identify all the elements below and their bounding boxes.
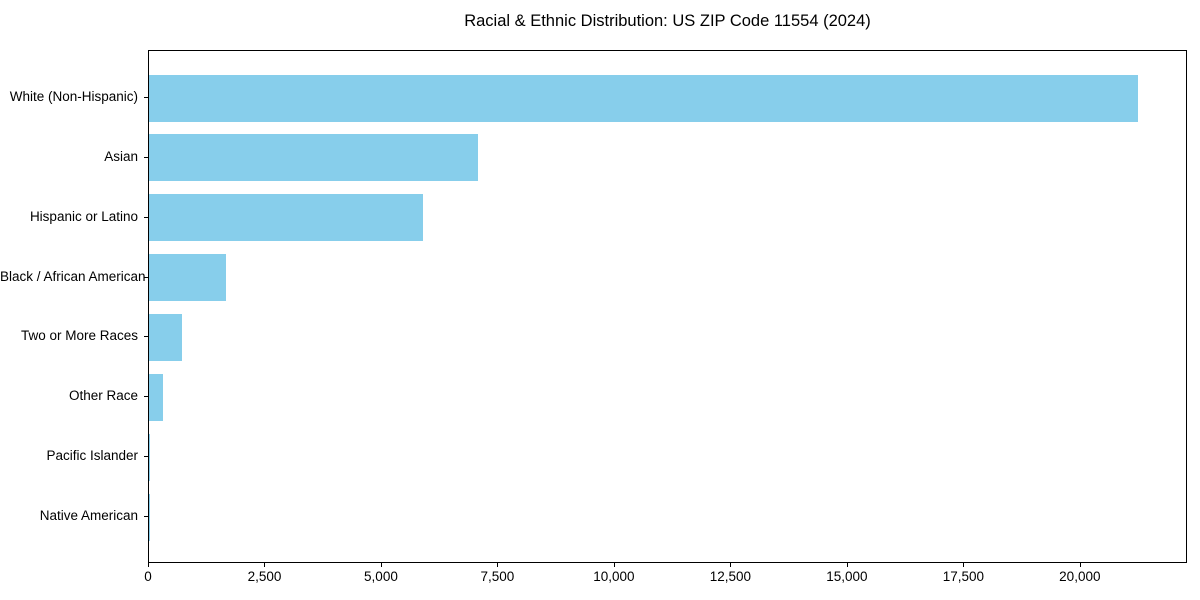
y-tick-mark (144, 97, 148, 98)
x-tick-label: 15,000 (826, 569, 868, 584)
bar (149, 433, 150, 481)
y-tick-label: Hispanic or Latino (29, 208, 138, 224)
y-tick-mark (144, 396, 148, 398)
bar (149, 254, 226, 302)
y-tick-label: Black / African American (0, 268, 146, 284)
y-tick-label: Other Race (68, 388, 138, 404)
x-tick-label: 0 (144, 569, 152, 584)
x-tick-label: 17,500 (942, 569, 984, 584)
x-tick-mark (264, 563, 266, 567)
chart-title: Racial & Ethnic Distribution: US ZIP Cod… (464, 12, 871, 30)
y-tick-mark (144, 276, 148, 278)
bar (149, 493, 150, 541)
x-tick-label: 12,500 (709, 569, 752, 584)
x-tick-mark (963, 563, 965, 567)
y-tick-mark (144, 216, 148, 218)
x-tick-mark (613, 563, 615, 567)
y-tick-label: White (Non-Hispanic) (9, 89, 138, 104)
bar (149, 134, 479, 182)
x-tick-mark (380, 563, 382, 567)
x-tick-label: 7,500 (480, 569, 515, 584)
y-tick-label: Two or More Races (20, 328, 138, 344)
bar (149, 194, 424, 242)
y-tick-mark (144, 336, 148, 338)
x-tick-mark (148, 563, 149, 567)
x-tick-mark (1079, 563, 1081, 567)
y-tick-mark (144, 456, 148, 458)
y-tick-label: Pacific Islander (46, 448, 138, 464)
x-tick-mark (730, 563, 732, 567)
bar (149, 373, 163, 421)
bar (149, 74, 1138, 122)
x-tick-label: 5,000 (364, 569, 398, 584)
y-tick-mark (144, 516, 148, 517)
x-tick-mark (846, 563, 848, 567)
x-tick-mark (497, 563, 499, 567)
plot-area (148, 50, 1187, 563)
x-tick-label: 2,500 (247, 569, 282, 584)
y-tick-mark (144, 156, 148, 158)
x-tick-label: 10,000 (593, 569, 635, 584)
x-tick-label: 20,000 (1059, 569, 1101, 584)
bar (149, 313, 183, 361)
y-tick-label: Asian (104, 148, 138, 164)
y-tick-label: Native American (39, 508, 138, 523)
